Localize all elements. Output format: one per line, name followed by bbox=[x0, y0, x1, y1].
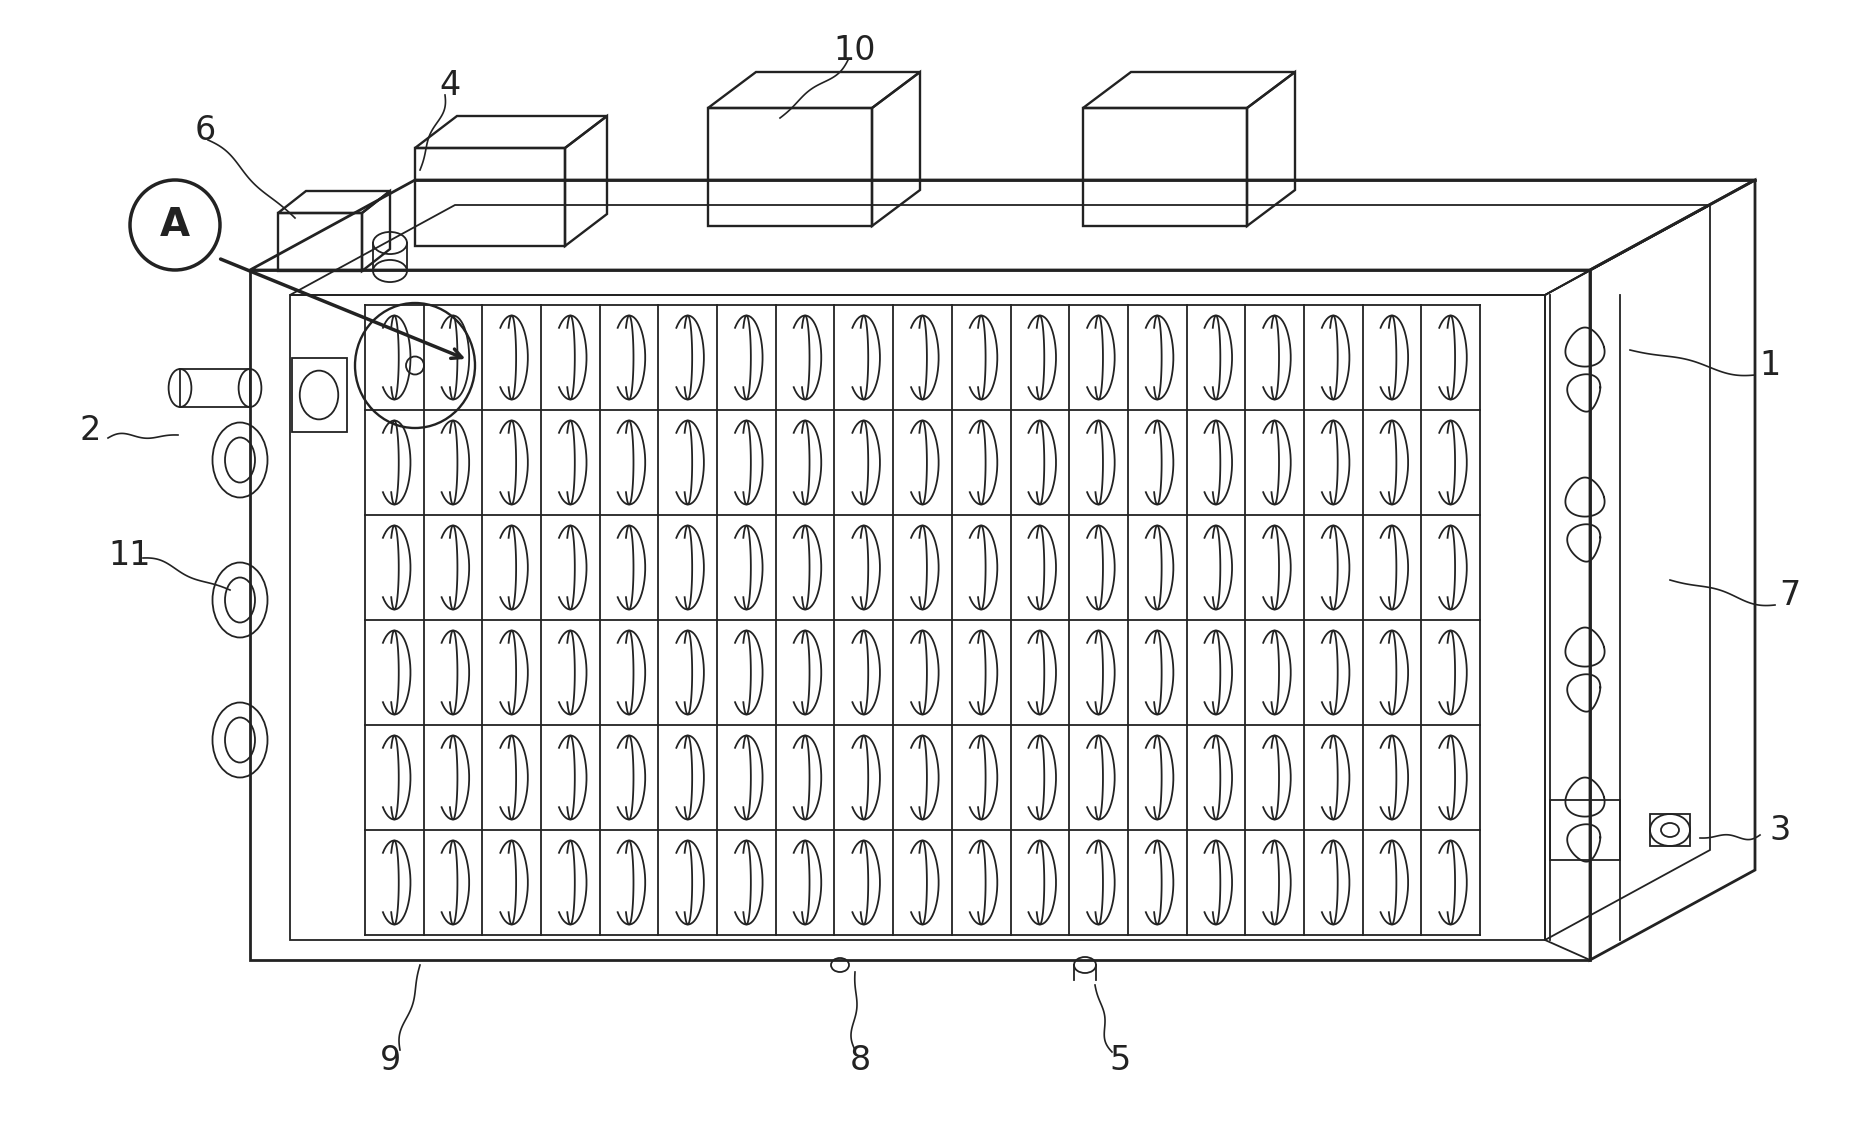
Text: 9: 9 bbox=[379, 1044, 401, 1077]
Text: 2: 2 bbox=[79, 414, 101, 447]
Text: 1: 1 bbox=[1760, 349, 1780, 382]
Text: 5: 5 bbox=[1109, 1044, 1131, 1077]
Text: 7: 7 bbox=[1778, 579, 1801, 612]
Text: 6: 6 bbox=[195, 114, 216, 147]
Text: 3: 3 bbox=[1769, 813, 1790, 847]
Text: A: A bbox=[159, 206, 189, 244]
Text: 10: 10 bbox=[833, 33, 876, 66]
Text: 4: 4 bbox=[439, 68, 461, 101]
Text: 11: 11 bbox=[109, 539, 152, 572]
Text: 8: 8 bbox=[850, 1044, 870, 1077]
